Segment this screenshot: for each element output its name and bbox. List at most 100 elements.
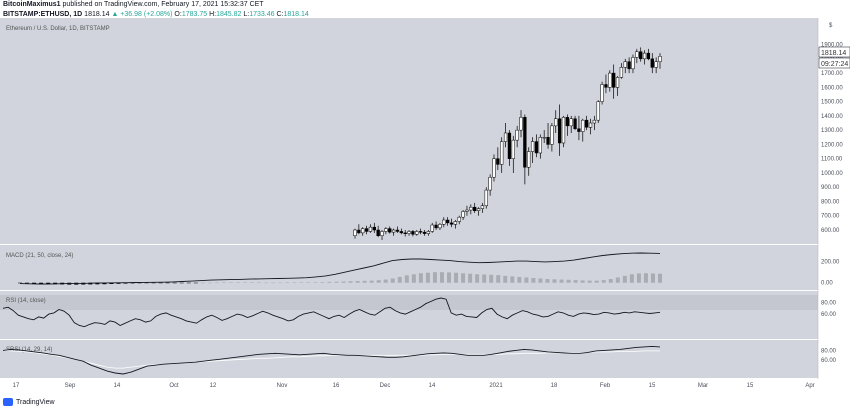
macd-histogram-bar <box>503 275 508 283</box>
macd-histogram-bar <box>643 273 648 283</box>
price-axis-tick: 600.00 <box>821 228 840 234</box>
candle-down <box>395 229 400 232</box>
time-axis-tick: Apr <box>805 383 814 389</box>
stoch-panel-bg <box>0 340 818 378</box>
candle-down <box>388 228 392 233</box>
candle-down <box>434 224 438 229</box>
macd-panel-title: MACD (21, 50, close, 24) <box>6 253 73 259</box>
macd-histogram-bar <box>130 282 135 284</box>
candle-up <box>554 118 558 127</box>
macd-histogram-bar <box>650 273 655 283</box>
price-axis-tick: 700.00 <box>821 214 840 220</box>
high-value: 1845.82 <box>216 11 242 18</box>
candle-up <box>519 117 523 131</box>
candle-up <box>438 224 442 229</box>
macd-histogram-bar <box>425 272 430 283</box>
candle-up <box>530 141 535 152</box>
macd-histogram-bar <box>355 281 360 283</box>
macd-histogram-bar <box>636 273 641 283</box>
macd-histogram-bar <box>580 280 585 283</box>
macd-histogram-bar <box>594 280 599 283</box>
author-name[interactable]: BitcoinMaximus1 <box>3 1 61 8</box>
candle-up <box>353 229 357 236</box>
candle-down <box>639 51 643 60</box>
candle-up <box>484 189 488 207</box>
macd-histogram-bar <box>116 282 121 284</box>
close-label: C: <box>276 11 284 18</box>
macd-histogram-bar <box>629 274 634 283</box>
candle-up <box>619 67 624 78</box>
candle-up <box>500 141 504 165</box>
high-label: H: <box>209 11 217 18</box>
candle-down <box>411 231 415 235</box>
macd-histogram-bar <box>46 282 51 284</box>
price-panel-bg <box>0 18 818 244</box>
macd-histogram-bar <box>32 282 37 284</box>
time-axis-tick: 14 <box>114 383 121 389</box>
macd-histogram-bar <box>447 272 452 283</box>
price-axis-tick: 1200.00 <box>821 142 843 148</box>
time-axis-tick: 18 <box>551 383 558 389</box>
candle-up <box>538 137 542 154</box>
footer-brand[interactable]: TradingView <box>3 398 55 406</box>
candle-up <box>561 117 566 144</box>
candle-down <box>650 58 654 68</box>
macd-histogram-bar <box>524 277 529 283</box>
macd-histogram-bar <box>538 278 543 283</box>
macd-histogram-bar <box>200 282 205 284</box>
candle-down <box>496 158 500 165</box>
time-axis-tick: 17 <box>13 383 20 389</box>
stoch-signal-line <box>2 350 660 369</box>
macd-histogram-bar <box>243 282 248 283</box>
candle-down <box>565 117 569 127</box>
macd-histogram-bar <box>109 282 114 284</box>
candle-down <box>573 118 577 129</box>
macd-histogram-bar <box>390 278 395 283</box>
open-value: 1783.75 <box>181 11 208 18</box>
candle-down <box>364 228 369 232</box>
price-axis-tick: 800.00 <box>821 199 840 205</box>
candle-down <box>372 226 376 231</box>
candle-up <box>658 56 662 62</box>
candle-up <box>542 137 546 139</box>
candle-up <box>465 209 469 212</box>
macd-histogram-bar <box>608 279 613 283</box>
candle-up <box>391 229 396 233</box>
candle-up <box>527 151 531 168</box>
countdown-tag <box>818 57 850 69</box>
macd-histogram-bar <box>221 282 226 284</box>
macd-histogram-bar <box>418 273 423 283</box>
time-axis-tick: Sep <box>65 383 76 389</box>
candle-up <box>511 139 515 159</box>
candle-up <box>407 231 411 234</box>
macd-histogram-bar <box>587 280 592 283</box>
macd-histogram-bar <box>214 282 219 284</box>
currency-symbol: $ <box>829 23 833 29</box>
candle-up <box>631 57 635 70</box>
macd-histogram-bar <box>362 280 367 283</box>
macd-histogram-bar <box>271 282 276 284</box>
candle-up <box>642 52 647 60</box>
price-axis-tick: 1700.00 <box>821 71 843 77</box>
chart-area[interactable]: Ethereum / U.S. Dollar, 1D, BITSTAMP MAC… <box>0 18 850 398</box>
candle-up <box>430 224 434 232</box>
price-axis-tick: 900.00 <box>821 185 840 191</box>
macd-histogram-bar <box>292 282 297 283</box>
open-label: O: <box>174 11 182 18</box>
macd-histogram-bar <box>496 275 501 283</box>
macd-histogram-bar <box>278 282 283 284</box>
stoch-axis-tick: 80.00 <box>821 348 837 354</box>
macd-histogram-bar <box>622 275 627 283</box>
macd-histogram-bar <box>545 279 550 283</box>
time-axis-tick: 2021 <box>489 383 503 389</box>
macd-histogram-bar <box>158 282 163 284</box>
candle-up <box>550 125 554 145</box>
macd-histogram-bar <box>186 282 191 284</box>
macd-histogram-bar <box>397 276 402 283</box>
time-axis-tick: Dec <box>380 383 391 389</box>
macd-histogram-bar <box>193 282 198 284</box>
price-change: ▲ +36.98 (+2.08%) <box>111 11 173 18</box>
macd-histogram-bar <box>327 281 332 283</box>
macd-histogram-bar <box>179 282 184 284</box>
macd-histogram-bar <box>489 274 494 283</box>
